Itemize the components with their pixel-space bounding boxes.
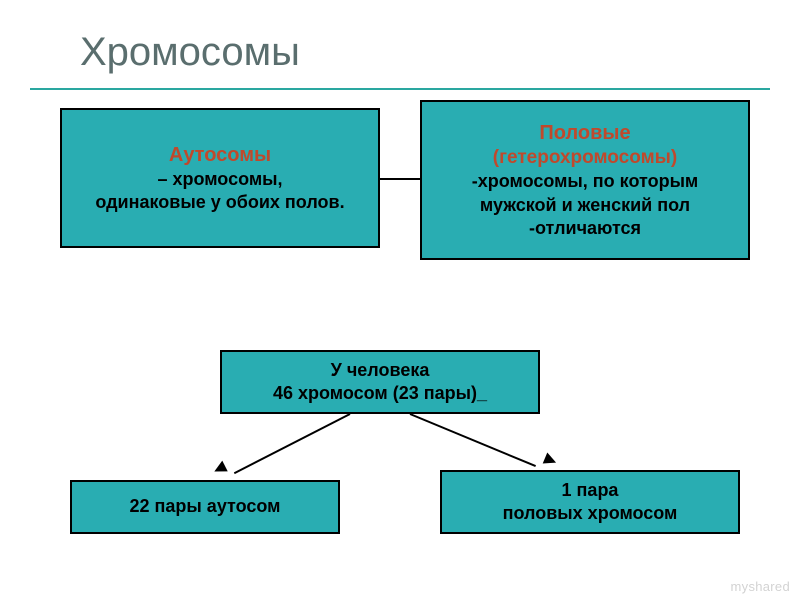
watermark: myshared [731, 579, 790, 594]
box-human: У человека 46 хромосом (23 пары)_ [220, 350, 540, 414]
autosome-line1: – хромосомы, [157, 168, 282, 191]
arrow-right-head-icon [543, 452, 559, 468]
slide-root: Хромосомы Аутосомы – хромосомы, одинаков… [0, 0, 800, 600]
sex-line2: мужской и женский пол [480, 194, 690, 217]
arrow-left-head-icon [212, 461, 228, 477]
arrow-left [233, 413, 350, 474]
sex-line3-text: отличаются [535, 218, 641, 238]
pair1-line1: 1 пара [562, 479, 619, 502]
box-sex-chromosome: Половые (гетерохромосомы) -хромосомы, по… [420, 100, 750, 260]
human-line1: У человека [331, 359, 430, 382]
autosome-heading: Аутосомы [169, 142, 271, 168]
arrow-right [410, 413, 537, 467]
box-22-pairs: 22 пары аутосом [70, 480, 340, 534]
title-underline [30, 88, 770, 90]
slide-title: Хромосомы [80, 30, 300, 75]
sex-line3: -отличаются [529, 217, 641, 240]
box-1-pair: 1 пара половых хромосом [440, 470, 740, 534]
box-autosome: Аутосомы – хромосомы, одинаковые у обоих… [60, 108, 380, 248]
sex-heading-l1: Половые [539, 120, 630, 146]
connector-top [380, 178, 420, 180]
pair1-line2: половых хромосом [503, 502, 678, 525]
sex-heading-l2: (гетерохромосомы) [493, 146, 677, 171]
pairs22-line1: 22 пары аутосом [130, 495, 281, 518]
autosome-line2: одинаковые у обоих полов. [95, 191, 344, 214]
human-line2: 46 хромосом (23 пары)_ [273, 382, 487, 405]
sex-line1: -хромосомы, по которым [472, 170, 699, 193]
sex-line1-text: хромосомы, по которым [478, 171, 699, 191]
